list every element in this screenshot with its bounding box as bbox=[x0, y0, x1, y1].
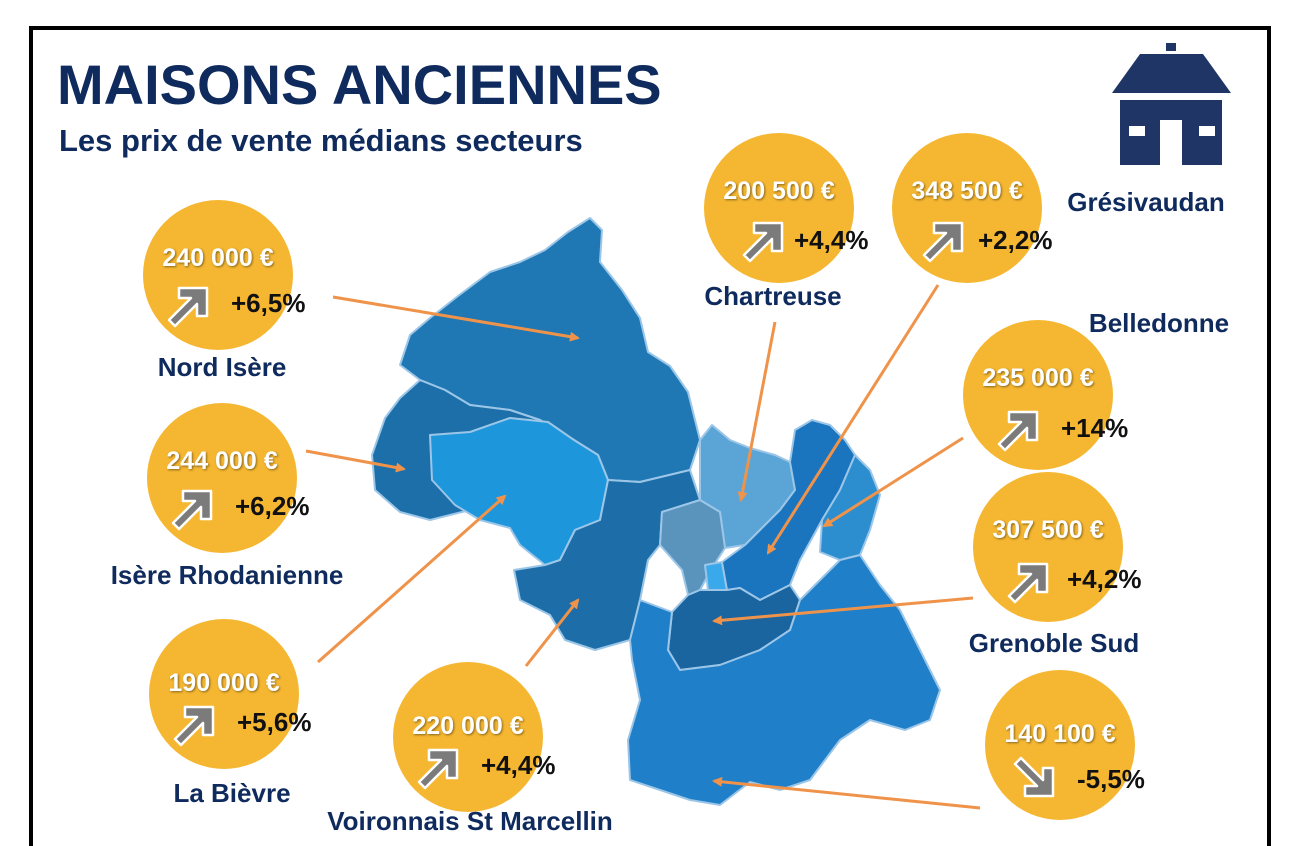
region-sud bbox=[627, 554, 941, 806]
page-subtitle: Les prix de vente médians secteurs bbox=[59, 123, 583, 158]
sector-label-chartreuse: Chartreuse bbox=[704, 281, 842, 311]
price-change: +14% bbox=[1061, 413, 1129, 443]
sector-label-nord-isere: Nord Isère bbox=[157, 352, 287, 382]
trend-up-icon bbox=[922, 221, 964, 263]
trend-up-arrow bbox=[167, 286, 209, 328]
price-bubble-isere-rhodanienne: 244 000 € +6,2% bbox=[147, 403, 309, 553]
price-change: -5,5% bbox=[1077, 764, 1145, 794]
price-change: +4,4% bbox=[794, 225, 869, 255]
price-value: 190 000 € bbox=[168, 669, 280, 697]
trend-up-arrow bbox=[997, 410, 1039, 452]
house-icon bbox=[1112, 43, 1231, 165]
trend-up-icon bbox=[173, 705, 215, 747]
price-value: 235 000 € bbox=[982, 364, 1094, 392]
pointer-la-bievre bbox=[317, 494, 507, 664]
sector-label-voironnais: Voironnais St Marcellin bbox=[327, 806, 613, 836]
price-value: 240 000 € bbox=[162, 244, 274, 272]
trend-up-icon bbox=[417, 748, 459, 790]
trend-up-arrow bbox=[417, 748, 459, 790]
trend-up-arrow bbox=[171, 489, 213, 531]
sector-label-belledonne: Belledonne bbox=[1088, 308, 1230, 338]
price-change: +6,5% bbox=[231, 288, 306, 318]
trend-up-arrow bbox=[742, 221, 784, 263]
pointer-nord-isere bbox=[332, 295, 580, 342]
price-value: 220 000 € bbox=[412, 712, 524, 740]
infographic-frame bbox=[29, 26, 1271, 846]
trend-up-arrow bbox=[173, 705, 215, 747]
price-change: +2,2% bbox=[978, 225, 1053, 255]
pointer-belledonne bbox=[822, 436, 964, 528]
pointer-chartreuse bbox=[737, 321, 777, 502]
sector-label-isere-rhodanienne: Isère Rhodanienne bbox=[110, 560, 344, 590]
isere-map bbox=[305, 217, 981, 810]
price-bubble-chartreuse: 200 500 € +4,4% bbox=[704, 133, 868, 283]
pointer-isere-rhodanienne bbox=[305, 449, 406, 473]
price-change: +4,4% bbox=[481, 750, 556, 780]
price-value: 200 500 € bbox=[723, 177, 835, 205]
price-bubble-belledonne: 235 000 € +14% bbox=[963, 320, 1128, 470]
price-bubble-voironnais: 220 000 € +4,4% bbox=[393, 662, 555, 812]
price-bubble-gresivaudan: 348 500 € +2,2% bbox=[892, 133, 1052, 283]
price-change: +5,6% bbox=[237, 707, 312, 737]
price-change: +6,2% bbox=[235, 491, 310, 521]
pointer-grenoble-sud bbox=[712, 596, 974, 626]
trend-up-icon bbox=[742, 221, 784, 263]
price-value: 140 100 € bbox=[1004, 720, 1116, 748]
price-value: 348 500 € bbox=[911, 177, 1023, 205]
trend-up-arrow bbox=[1007, 562, 1049, 604]
trend-up-icon bbox=[171, 489, 213, 531]
pointer-sud bbox=[712, 776, 981, 810]
sector-label-la-bievre: La Bièvre bbox=[173, 778, 291, 808]
price-bubble-grenoble-sud: 307 500 € +4,2% bbox=[973, 472, 1141, 622]
trend-up-arrow bbox=[922, 221, 964, 263]
price-bubble-la-bievre: 190 000 € +5,6% bbox=[149, 619, 311, 769]
pointer-gresivaudan bbox=[766, 284, 940, 555]
sector-label-gresivaudan: Grésivaudan bbox=[1067, 187, 1225, 217]
pointer-voironnais bbox=[524, 598, 580, 667]
price-value: 244 000 € bbox=[166, 447, 278, 475]
trend-down-icon bbox=[1013, 756, 1055, 798]
sector-label-grenoble-sud: Grenoble Sud bbox=[968, 628, 1140, 658]
page-title: MAISONS ANCIENNES bbox=[57, 53, 662, 116]
price-bubble-nord-isere: 240 000 € +6,5% bbox=[143, 200, 305, 350]
trend-down-arrow bbox=[1013, 756, 1055, 798]
price-change: +4,2% bbox=[1067, 564, 1142, 594]
trend-up-icon bbox=[997, 410, 1039, 452]
price-bubble-sud: 140 100 € -5,5% bbox=[985, 670, 1145, 820]
trend-up-icon bbox=[167, 286, 209, 328]
price-value: 307 500 € bbox=[992, 516, 1104, 544]
trend-up-icon bbox=[1007, 562, 1049, 604]
